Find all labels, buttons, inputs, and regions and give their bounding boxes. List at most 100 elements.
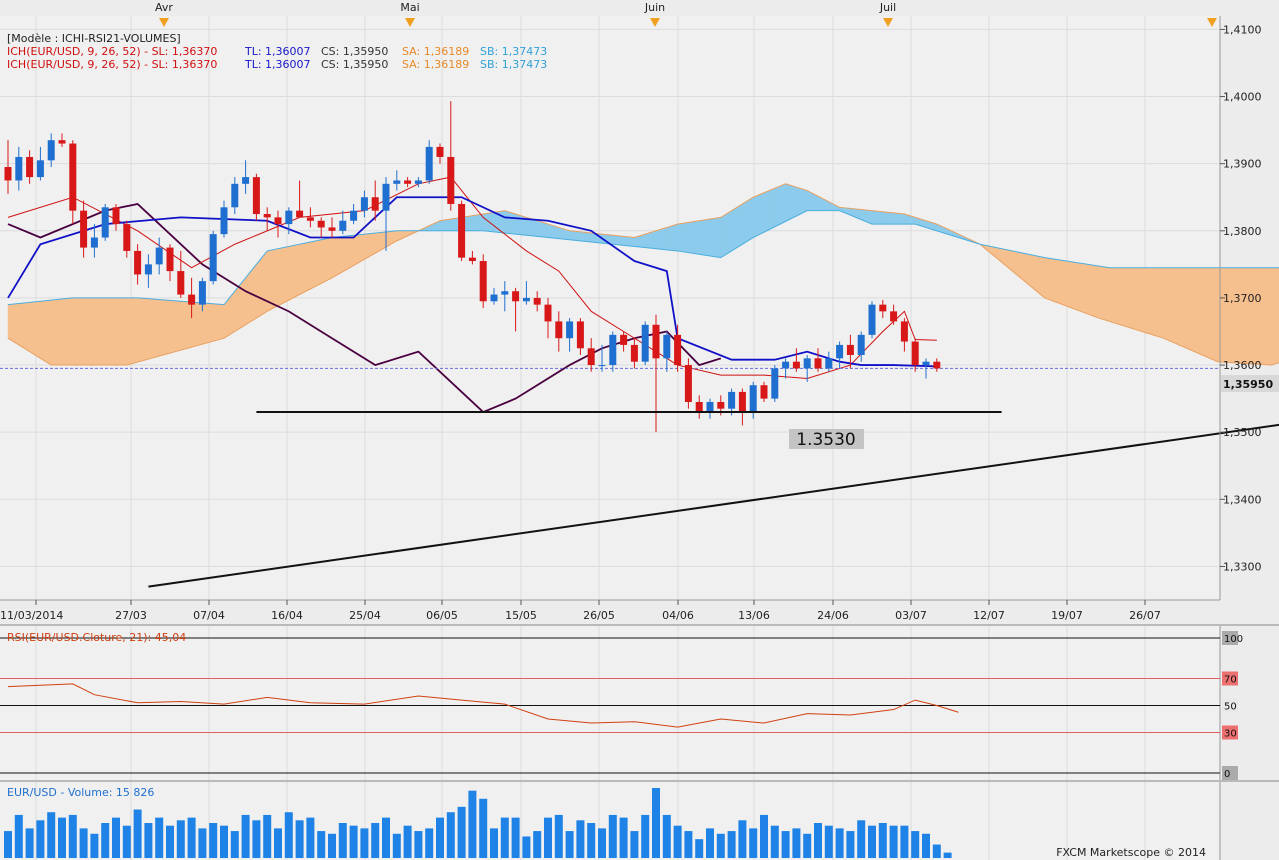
candle bbox=[587, 338, 595, 372]
volume-bar bbox=[360, 828, 369, 858]
volume-bar bbox=[317, 831, 326, 858]
date-tick-label: 06/05 bbox=[426, 609, 458, 622]
volume-bar bbox=[338, 823, 347, 858]
legend-sb: SB: 1,37473 bbox=[480, 45, 547, 58]
candle bbox=[436, 143, 444, 164]
volume-bar bbox=[641, 814, 650, 858]
volume-bar bbox=[349, 825, 358, 858]
volume-bar bbox=[814, 823, 822, 858]
candle bbox=[868, 301, 876, 339]
kumo-segment bbox=[61, 297, 74, 366]
kumo-segment bbox=[752, 192, 765, 238]
candle bbox=[134, 244, 142, 285]
kumo-segment bbox=[1206, 267, 1218, 363]
kumo-segment bbox=[698, 218, 711, 257]
kumo-segment bbox=[893, 212, 905, 225]
candle bbox=[728, 388, 736, 416]
candle bbox=[4, 140, 12, 194]
date-tick-label: 03/07 bbox=[895, 609, 927, 622]
kumo-segment bbox=[1217, 267, 1229, 363]
scroll-end-marker-icon[interactable] bbox=[1207, 18, 1217, 27]
date-axis[interactable]: 11/03/2014 27/03 07/04 16/04 25/04 06/05 15/05… bbox=[0, 599, 1220, 622]
candle bbox=[890, 304, 898, 325]
volume-bar bbox=[511, 817, 520, 858]
kumo-segment bbox=[709, 217, 722, 258]
candle bbox=[26, 150, 34, 184]
date-tick-label: 24/06 bbox=[817, 609, 849, 622]
date-tick-label: 04/06 bbox=[662, 609, 694, 622]
candlesticks bbox=[4, 101, 941, 433]
candle bbox=[15, 146, 23, 191]
volume-bar bbox=[706, 828, 714, 858]
kumo-segment bbox=[212, 303, 225, 342]
candle bbox=[814, 348, 822, 372]
candle bbox=[792, 348, 800, 372]
candle bbox=[317, 217, 325, 238]
rising-trendline[interactable] bbox=[148, 412, 1279, 588]
kumo-segment bbox=[580, 231, 592, 243]
candle bbox=[80, 200, 88, 258]
legend-tl: TL: 1,36007 bbox=[244, 45, 311, 58]
volume-bar bbox=[500, 817, 509, 858]
candle bbox=[674, 324, 682, 372]
price-tick-label: 1,3900 bbox=[1223, 158, 1262, 171]
volume-bar bbox=[155, 817, 164, 858]
volume-bar bbox=[770, 825, 779, 858]
month-label-juin: Juin bbox=[644, 1, 665, 14]
candle bbox=[350, 203, 358, 225]
candle bbox=[630, 338, 638, 369]
month-axis: Avr Mai Juin Juil bbox=[155, 1, 1217, 27]
candle bbox=[425, 140, 433, 184]
legend-tl: TL: 1,36007 bbox=[244, 58, 311, 71]
date-tick-label: 07/04 bbox=[193, 609, 225, 622]
candle bbox=[263, 207, 271, 231]
legend-cs: CS: 1,35950 bbox=[321, 45, 388, 58]
rsi-title: RSI(EUR/USD.Cloture, 21): 45,04 bbox=[7, 631, 186, 644]
kumo-segment bbox=[1120, 267, 1132, 329]
volume-bar bbox=[263, 814, 272, 858]
date-tick-label: 25/04 bbox=[349, 609, 381, 622]
kumo-segment bbox=[1055, 259, 1067, 307]
date-tick-label: 13/06 bbox=[738, 609, 770, 622]
volume-bar bbox=[662, 814, 671, 858]
candle bbox=[803, 354, 811, 382]
candle bbox=[274, 210, 282, 238]
volume-bar bbox=[58, 817, 66, 858]
volume-bar bbox=[306, 817, 315, 858]
month-marker-icon bbox=[159, 18, 169, 27]
volume-bar bbox=[403, 825, 412, 858]
candle bbox=[544, 297, 552, 339]
price-axis[interactable]: 1,4100 1,4000 1,3900 1,3800 1,3700 1,3600 1,35… bbox=[1219, 16, 1279, 600]
rsi-level-box bbox=[1222, 725, 1238, 740]
kumo-segment bbox=[1066, 260, 1078, 311]
volume-bar bbox=[252, 820, 261, 858]
candle bbox=[922, 358, 930, 379]
kumo-segment bbox=[104, 297, 117, 366]
rsi-indicator: 100 70 50 30 0 RSI(EUR/USD.Cloture, 21): 45,… bbox=[0, 624, 1279, 780]
candle bbox=[166, 244, 174, 282]
candle bbox=[684, 358, 692, 409]
candle bbox=[771, 365, 779, 402]
kumo-segment bbox=[94, 297, 106, 366]
candle bbox=[404, 177, 412, 188]
kumo-segment bbox=[623, 236, 635, 247]
drawn-trendlines[interactable] bbox=[148, 411, 1279, 588]
candle bbox=[879, 299, 887, 319]
chikou-span-line bbox=[7, 202, 722, 414]
kumo-segment bbox=[720, 210, 732, 259]
volume-bar bbox=[68, 814, 77, 858]
volume-bar bbox=[760, 814, 768, 858]
candle bbox=[458, 200, 466, 262]
volume-title: EUR/USD - Volume: 15 826 bbox=[7, 786, 154, 799]
current-price-label: 1,35950 bbox=[1223, 378, 1273, 391]
volume-bar bbox=[868, 825, 876, 858]
volume-bar bbox=[544, 817, 552, 858]
volume-bar bbox=[479, 798, 488, 858]
volume-bar bbox=[25, 828, 34, 858]
volume-bar bbox=[198, 828, 207, 858]
kumo-segment bbox=[774, 183, 786, 228]
date-tick-label: 26/05 bbox=[583, 609, 615, 622]
candle bbox=[706, 398, 714, 419]
rsi-panel[interactable] bbox=[0, 626, 1220, 780]
volume-bar bbox=[673, 825, 682, 858]
